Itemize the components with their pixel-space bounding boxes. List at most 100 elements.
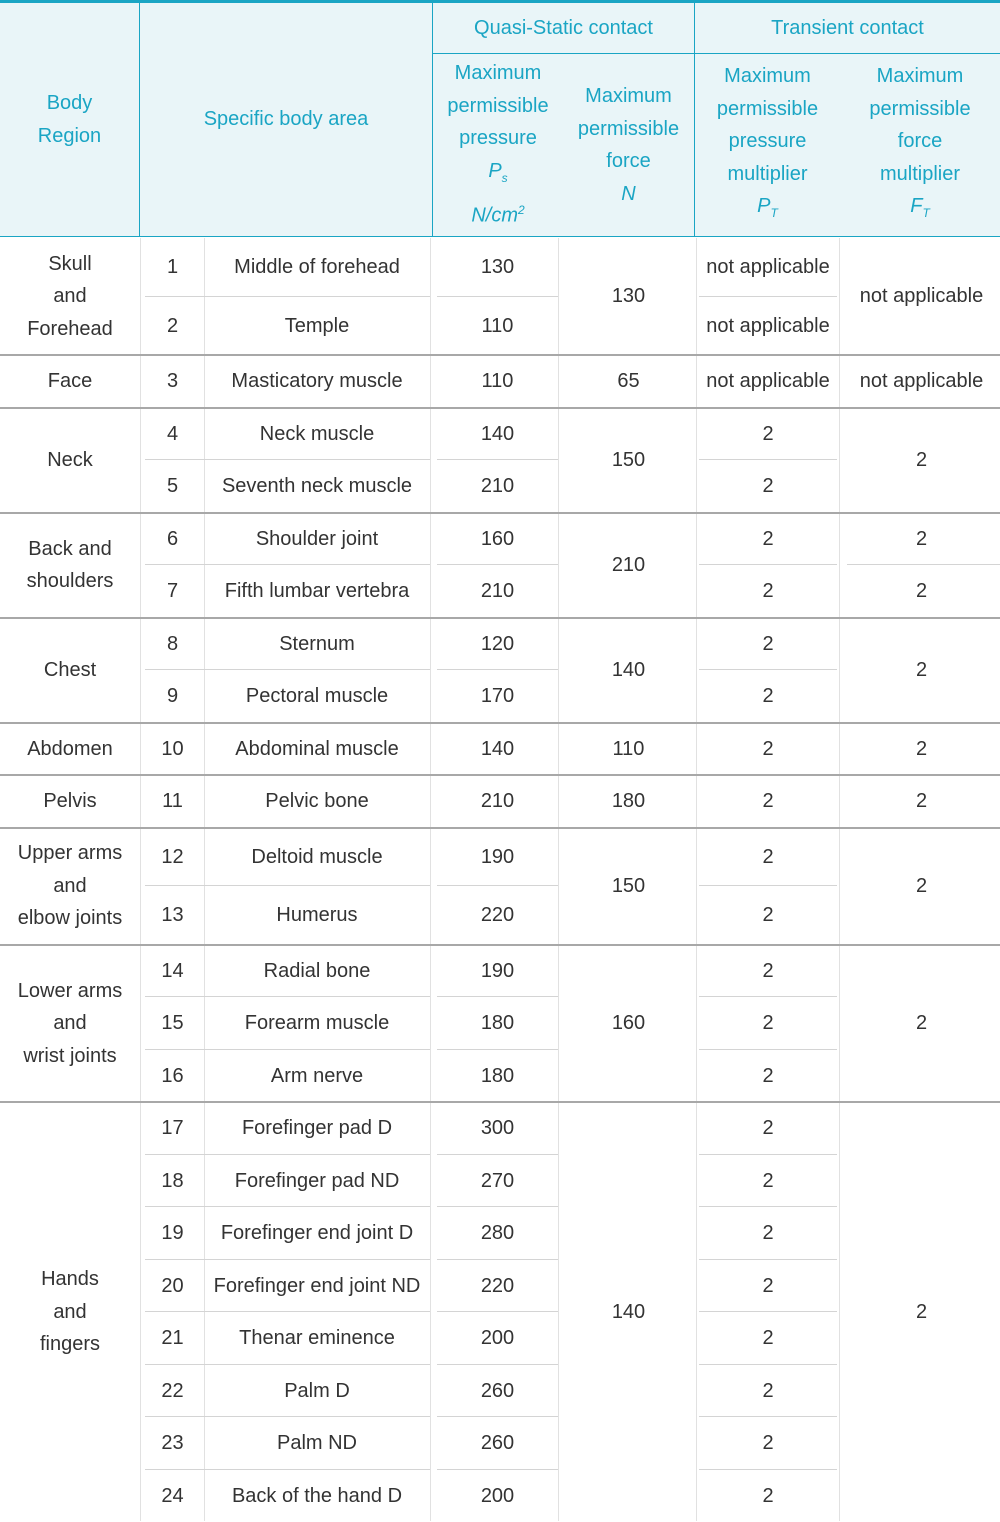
- body-number-cell: 20: [145, 1260, 200, 1313]
- body-number-cell-text: 1: [167, 251, 178, 284]
- pressure-multiplier-cell: 2: [699, 1207, 837, 1260]
- pressure-multiplier-cell-text: 2: [762, 1165, 773, 1198]
- pressure-multiplier-cell-text: 2: [762, 1322, 773, 1355]
- body-number-cell-text: 23: [161, 1427, 183, 1460]
- column-divider: [430, 238, 431, 1521]
- body-number-cell: 18: [145, 1155, 200, 1208]
- specific-area-cell: Sternum: [205, 618, 429, 671]
- force-multiplier-cell-text: 2: [916, 444, 927, 477]
- force-multiplier-cell-text: 2: [916, 733, 927, 766]
- max-force-cell: 140: [563, 618, 694, 723]
- max-pressure-cell-text: 180: [481, 1007, 514, 1040]
- max-pressure-cell-text: 140: [481, 733, 514, 766]
- max-pressure-cell-text: 180: [481, 1060, 514, 1093]
- max-pressure-cell: 210: [437, 565, 558, 618]
- specific-area-cell: Palm ND: [205, 1417, 429, 1470]
- header-line: Maximum: [578, 80, 679, 113]
- body-region-line: Chest: [44, 654, 96, 687]
- body-region-line: Abdomen: [27, 733, 113, 766]
- pressure-multiplier-cell-text: not applicable: [706, 310, 829, 343]
- specific-area-cell-text: Thenar eminence: [239, 1322, 395, 1355]
- header-unit: N/cm2: [447, 194, 548, 232]
- max-pressure-cell-text: 260: [481, 1375, 514, 1408]
- pressure-multiplier-cell-text: 2: [762, 523, 773, 556]
- body-number-cell: 12: [145, 828, 200, 887]
- pressure-multiplier-cell: 2: [699, 723, 837, 776]
- max-pressure-cell: 120: [437, 618, 558, 671]
- force-multiplier-cell: 2: [843, 408, 1000, 513]
- body-number-cell-text: 16: [161, 1060, 183, 1093]
- header-line: Maximum: [717, 60, 818, 93]
- max-force-cell-text: 130: [612, 280, 645, 313]
- header-line: pressure: [717, 125, 818, 158]
- body-region-line: Neck: [47, 444, 93, 477]
- force-multiplier-cell-text: 2: [916, 654, 927, 687]
- force-multiplier-cell: 2: [843, 565, 1000, 618]
- force-multiplier-cell-text: 2: [916, 575, 927, 608]
- pressure-multiplier-cell-text: 2: [762, 785, 773, 818]
- force-multiplier-cell-text: 2: [916, 523, 927, 556]
- specific-area-cell: Forefinger pad ND: [205, 1155, 429, 1208]
- body-number-cell-text: 15: [161, 1007, 183, 1040]
- specific-area-cell: Palm D: [205, 1365, 429, 1418]
- header-symbol: Ps: [447, 155, 548, 195]
- body-number-cell-text: 21: [161, 1322, 183, 1355]
- max-force-cell: 130: [563, 238, 694, 355]
- max-force-cell: 150: [563, 408, 694, 513]
- specific-area-cell: Abdominal muscle: [205, 723, 429, 776]
- max-pressure-cell: 110: [437, 355, 558, 408]
- max-pressure-cell: 130: [437, 238, 558, 297]
- pressure-multiplier-cell: 2: [699, 1260, 837, 1313]
- body-number-cell: 22: [145, 1365, 200, 1418]
- force-multiplier-cell-text: 2: [916, 1296, 927, 1329]
- body-region-line: Upper arms: [18, 837, 122, 870]
- pressure-multiplier-cell-text: 2: [762, 899, 773, 932]
- header-line: permissible: [717, 93, 818, 126]
- max-pressure-cell: 200: [437, 1312, 558, 1365]
- max-pressure-cell: 160: [437, 513, 558, 566]
- max-force-cell: 160: [563, 945, 694, 1103]
- max-pressure-cell-text: 300: [481, 1112, 514, 1145]
- body-number-cell-text: 5: [167, 470, 178, 503]
- specific-area-cell-text: Back of the hand D: [232, 1480, 402, 1513]
- specific-area-cell: Neck muscle: [205, 408, 429, 461]
- max-pressure-cell-text: 220: [481, 1270, 514, 1303]
- body-region-line: shoulders: [27, 565, 114, 598]
- specific-area-cell-text: Forefinger end joint ND: [214, 1270, 421, 1303]
- pressure-multiplier-cell-text: not applicable: [706, 251, 829, 284]
- specific-area-cell-text: Palm D: [284, 1375, 350, 1408]
- max-force-cell-text: 160: [612, 1007, 645, 1040]
- header-line: multiplier: [717, 158, 818, 191]
- pressure-multiplier-cell: 2: [699, 460, 837, 513]
- specific-area-cell-text: Shoulder joint: [256, 523, 378, 556]
- body-region-cell: Neck: [0, 408, 140, 513]
- specific-area-cell: Forefinger pad D: [205, 1102, 429, 1155]
- max-pressure-cell: 200: [437, 1470, 558, 1522]
- max-pressure-cell: 110: [437, 297, 558, 356]
- max-force-cell: 150: [563, 828, 694, 945]
- body-region-cell: Chest: [0, 618, 140, 723]
- body-number-cell-text: 9: [167, 680, 178, 713]
- pressure-multiplier-cell-text: 2: [762, 418, 773, 451]
- max-pressure-cell: 170: [437, 670, 558, 723]
- pressure-multiplier-cell: not applicable: [699, 238, 837, 297]
- force-multiplier-cell-text: 2: [916, 870, 927, 903]
- body-number-cell: 23: [145, 1417, 200, 1470]
- force-multiplier-cell: not applicable: [843, 355, 1000, 408]
- force-multiplier-cell-text: 2: [916, 785, 927, 818]
- column-divider: [558, 238, 559, 1521]
- body-number-cell: 2: [145, 297, 200, 356]
- body-region-line: and: [53, 1296, 86, 1329]
- specific-area-cell-text: Deltoid muscle: [251, 841, 382, 874]
- body-number-cell-text: 3: [167, 365, 178, 398]
- pressure-multiplier-cell: 2: [699, 513, 837, 566]
- header-line: permissible: [869, 93, 970, 126]
- body-number-cell: 21: [145, 1312, 200, 1365]
- force-multiplier-cell-text: not applicable: [860, 280, 983, 313]
- header-symbol: FT: [869, 190, 970, 230]
- specific-area-cell-text: Forefinger end joint D: [221, 1217, 413, 1250]
- pressure-multiplier-cell-text: 2: [762, 955, 773, 988]
- max-force-cell-text: 210: [612, 549, 645, 582]
- pressure-multiplier-cell-text: 2: [762, 1060, 773, 1093]
